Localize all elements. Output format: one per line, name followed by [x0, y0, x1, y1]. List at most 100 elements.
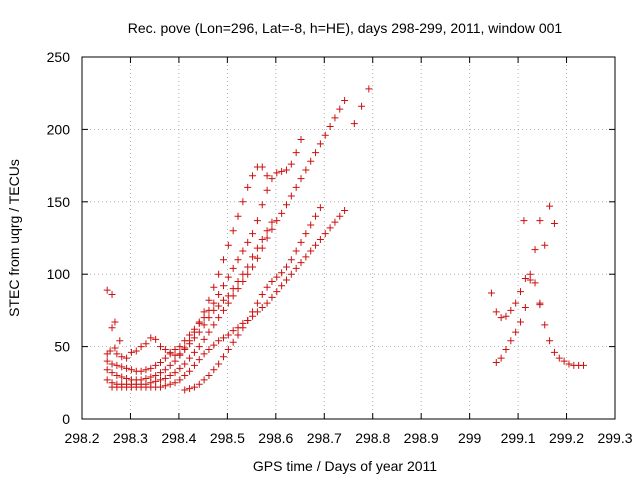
- data-point: [244, 183, 252, 191]
- data-point: [103, 350, 111, 358]
- scatter-points: [103, 85, 588, 394]
- data-point: [268, 293, 276, 301]
- data-point: [186, 354, 194, 362]
- data-point: [205, 345, 213, 353]
- data-point: [156, 343, 164, 351]
- data-point: [292, 183, 300, 191]
- data-point: [273, 217, 281, 225]
- plot-frame: [81, 56, 616, 420]
- data-point: [166, 380, 174, 388]
- data-point: [531, 246, 539, 254]
- data-point: [181, 360, 189, 368]
- data-point: [302, 230, 310, 238]
- data-point: [297, 259, 305, 267]
- y-tick-label: 50: [54, 339, 70, 355]
- data-point: [195, 356, 203, 364]
- data-point: [244, 317, 252, 325]
- data-point: [118, 353, 126, 361]
- data-point: [244, 238, 252, 246]
- data-point: [224, 345, 232, 353]
- data-point: [200, 376, 208, 384]
- data-point: [550, 220, 558, 228]
- data-point: [210, 299, 218, 307]
- data-point: [219, 306, 227, 314]
- data-point: [536, 301, 544, 309]
- data-point: [118, 363, 126, 371]
- data-point: [116, 337, 124, 345]
- data-point: [210, 321, 218, 329]
- data-point: [278, 269, 286, 277]
- data-point: [253, 254, 261, 262]
- data-point: [181, 386, 189, 394]
- data-point: [161, 374, 169, 382]
- data-point: [215, 302, 223, 310]
- data-point: [331, 218, 339, 226]
- data-point: [152, 335, 160, 343]
- data-point: [161, 366, 169, 374]
- data-point: [520, 217, 528, 225]
- data-point: [287, 192, 295, 200]
- data-point: [190, 383, 198, 391]
- data-point: [258, 163, 266, 171]
- data-point: [497, 354, 505, 362]
- data-point: [282, 166, 290, 174]
- data-point: [195, 318, 203, 326]
- data-point: [268, 225, 276, 233]
- data-point: [507, 337, 515, 345]
- data-point: [234, 256, 242, 264]
- data-point: [181, 372, 189, 380]
- data-point: [258, 290, 266, 298]
- data-point: [156, 383, 164, 391]
- data-point: [219, 282, 227, 290]
- x-tick-label: 298.9: [404, 430, 439, 446]
- data-point: [239, 247, 247, 255]
- x-tick-label: 299.1: [501, 430, 536, 446]
- data-point: [550, 348, 558, 356]
- data-point: [215, 337, 223, 345]
- x-axis-label: GPS time / Days of year 2011: [253, 458, 437, 474]
- data-point: [108, 360, 116, 368]
- grid: [82, 57, 615, 419]
- data-point: [215, 290, 223, 298]
- chart-title: Rec. pove (Lon=296, Lat=-8, h=HE), days …: [128, 20, 563, 36]
- x-tick-label: 298.8: [355, 430, 390, 446]
- data-point: [239, 277, 247, 285]
- data-point: [287, 160, 295, 168]
- y-axis-label: STEC from uqrg / TECUs: [6, 159, 22, 317]
- data-point: [580, 361, 588, 369]
- data-point: [278, 167, 286, 175]
- data-point: [282, 276, 290, 284]
- data-point: [111, 318, 119, 326]
- data-point: [200, 308, 208, 316]
- data-point: [278, 282, 286, 290]
- data-point: [186, 337, 194, 345]
- data-point: [312, 149, 320, 157]
- data-point: [253, 299, 261, 307]
- data-point: [215, 314, 223, 322]
- data-point: [258, 244, 266, 252]
- data-point: [147, 334, 155, 342]
- data-point: [210, 366, 218, 374]
- data-point: [181, 344, 189, 352]
- data-point: [176, 376, 184, 384]
- data-point: [502, 345, 510, 353]
- data-point: [517, 318, 525, 326]
- data-point: [263, 172, 271, 180]
- data-point: [282, 201, 290, 209]
- data-point: [282, 263, 290, 271]
- data-point: [263, 186, 271, 194]
- data-point: [287, 270, 295, 278]
- data-point: [224, 299, 232, 307]
- y-tick-label: 0: [62, 411, 70, 427]
- data-point: [273, 273, 281, 281]
- data-point: [219, 353, 227, 361]
- data-point: [263, 234, 271, 242]
- data-point: [166, 372, 174, 380]
- data-point: [521, 275, 529, 283]
- data-point: [536, 217, 544, 225]
- data-point: [161, 382, 169, 390]
- data-point: [166, 361, 174, 369]
- data-point: [186, 385, 194, 393]
- data-point: [268, 175, 276, 183]
- data-point: [492, 308, 500, 316]
